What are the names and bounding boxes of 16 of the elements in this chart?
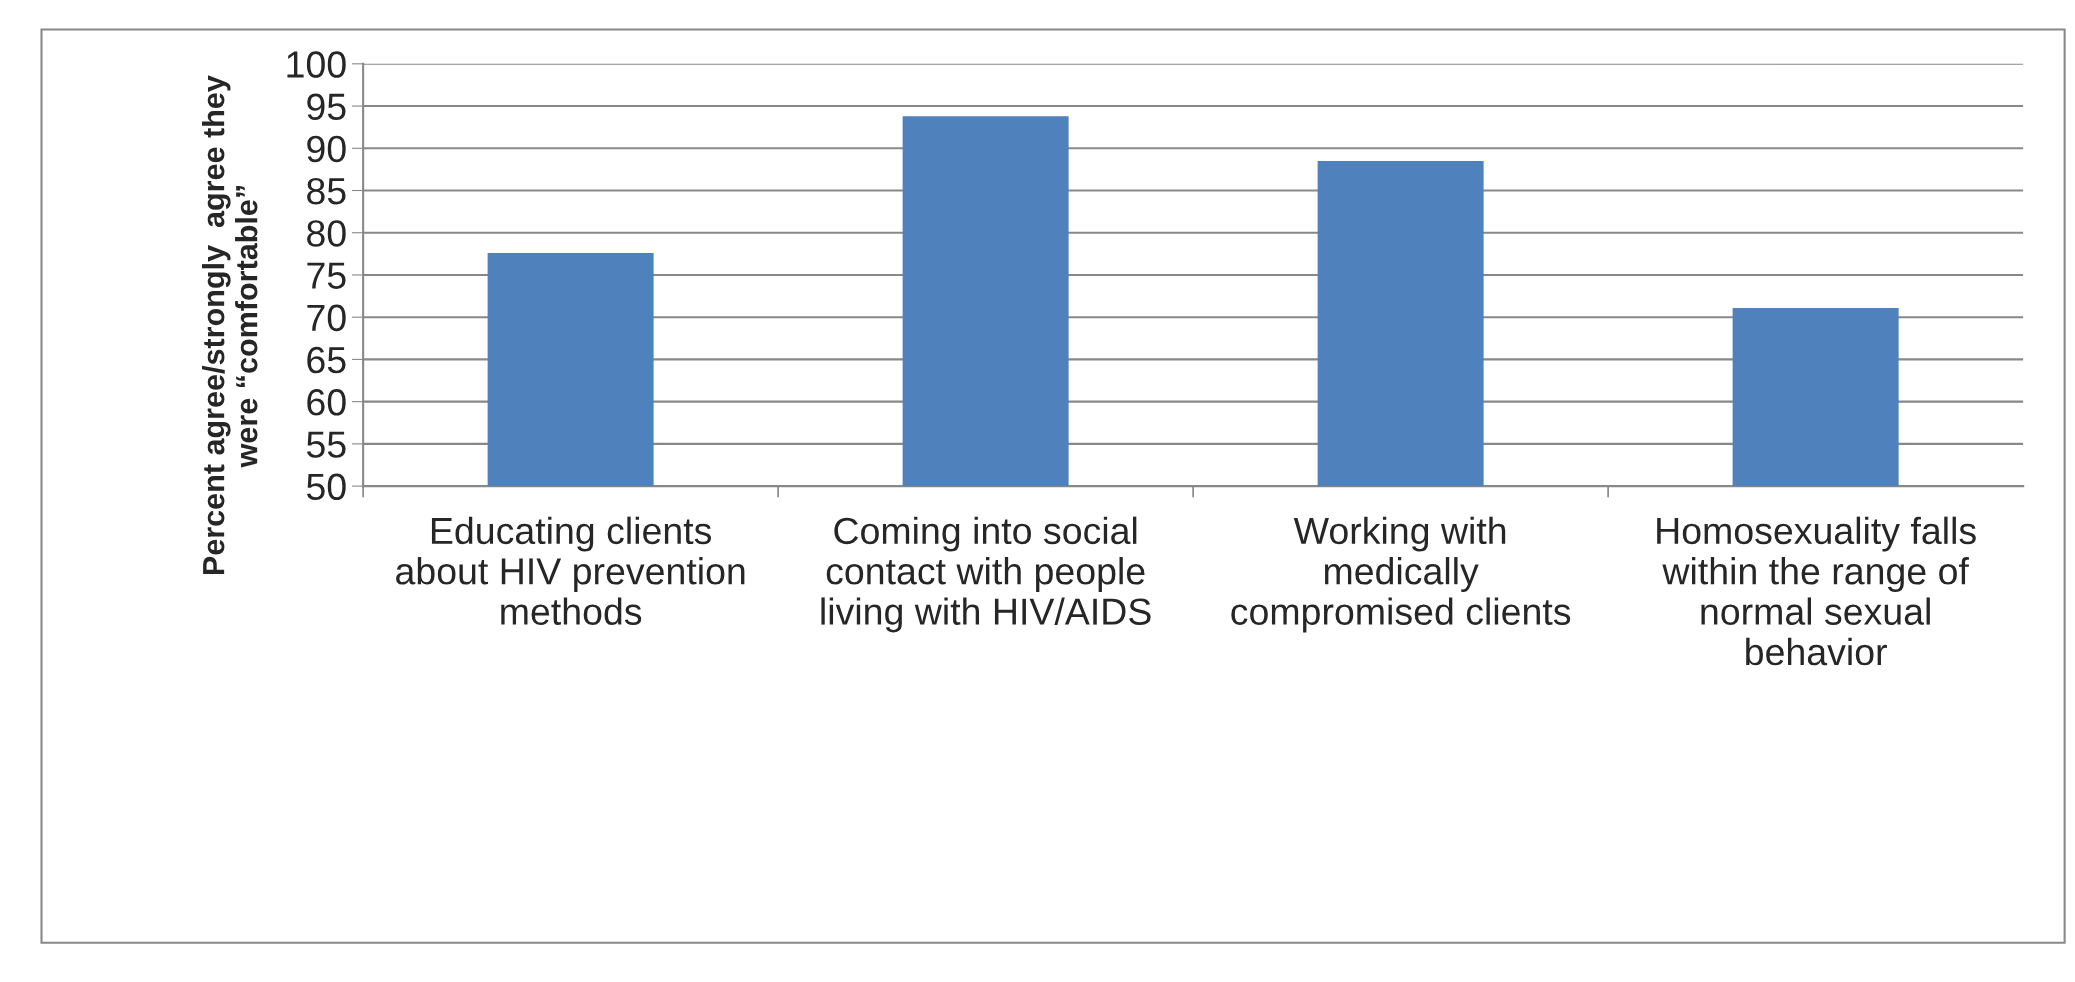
x-tick-label: Coming into social contact with people living with HIV/AIDS — [821, 516, 1151, 633]
y-tick-label: 55 — [306, 431, 346, 458]
y-axis-title: Percent agree/strongly agree they were “comfortable” — [202, 75, 258, 575]
x-tick-label: Working with medically compromised clients — [1231, 516, 1571, 633]
y-tick-label: 80 — [307, 220, 346, 247]
y-tick-label: 60 — [307, 389, 346, 416]
y-tick-label: 75 — [307, 262, 346, 289]
y-tick-label: 95 — [307, 93, 346, 121]
y-tick-label: 70 — [307, 304, 346, 332]
y-tick-label: 90 — [307, 135, 346, 163]
y-tick-label: 50 — [306, 473, 346, 501]
y-tick-label: 85 — [307, 177, 346, 205]
x-tick-label: Educating clients about HIV prevention methods — [396, 516, 745, 625]
x-tick-label: Homosexuality falls within the range of normal sexual behavior — [1657, 516, 1976, 666]
y-tick-label: 65 — [307, 346, 346, 374]
y-tick-label: 100 — [287, 51, 346, 78]
